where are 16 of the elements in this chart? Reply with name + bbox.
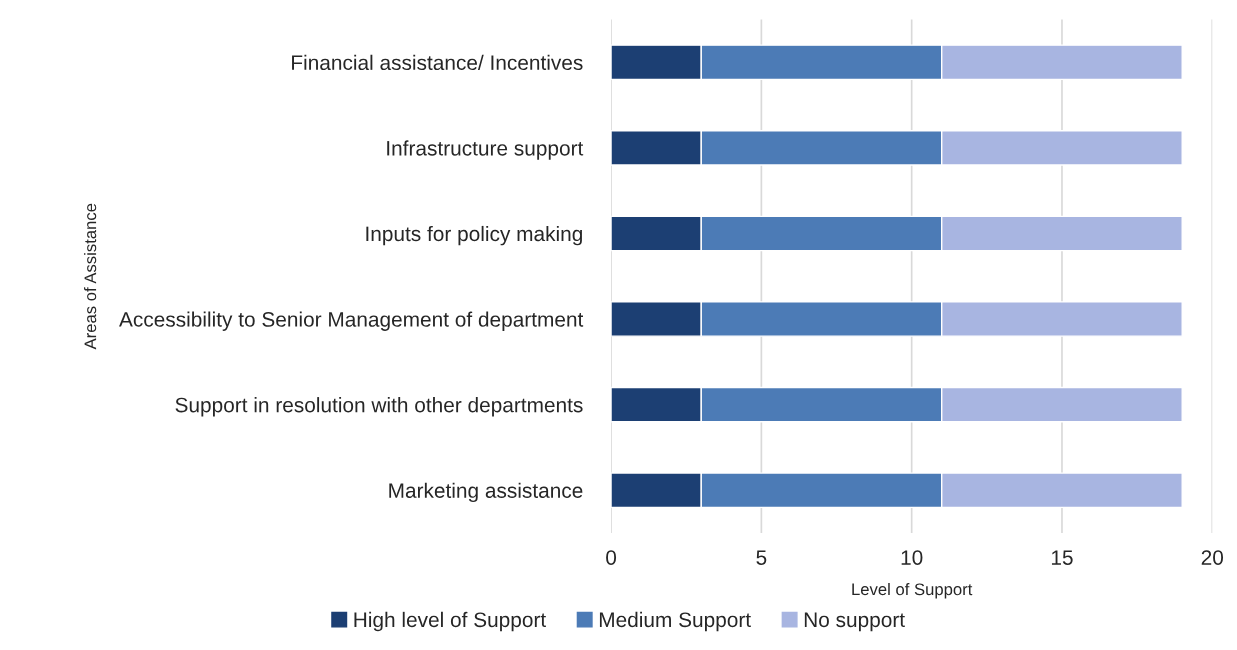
x-tick-label: 10 — [901, 550, 923, 565]
legend-label: High level of Support — [354, 611, 547, 632]
legend-label: Medium Support — [599, 611, 751, 632]
y-tick-label: Financial assistance/ Incentives — [292, 54, 583, 71]
y-tick-label: Accessibility to Senior Management of department — [119, 311, 584, 331]
legend-label: No support — [804, 612, 905, 632]
x-tick-label: 0 — [606, 550, 617, 565]
x-tick-label: 5 — [756, 550, 767, 565]
y-tick-label: Support in resolution with other departments — [175, 397, 583, 417]
x-tick-label: 15 — [1051, 550, 1073, 565]
y-axis-title: Areas of Assistance — [83, 203, 97, 350]
y-tick-label: Inputs for policy making — [366, 225, 582, 246]
y-tick-label: Infrastructure support — [387, 140, 584, 160]
y-tick-label: Marketing assistance — [389, 482, 583, 503]
x-axis-title: Level of Support — [852, 582, 973, 599]
x-tick-label: 20 — [1201, 550, 1224, 565]
